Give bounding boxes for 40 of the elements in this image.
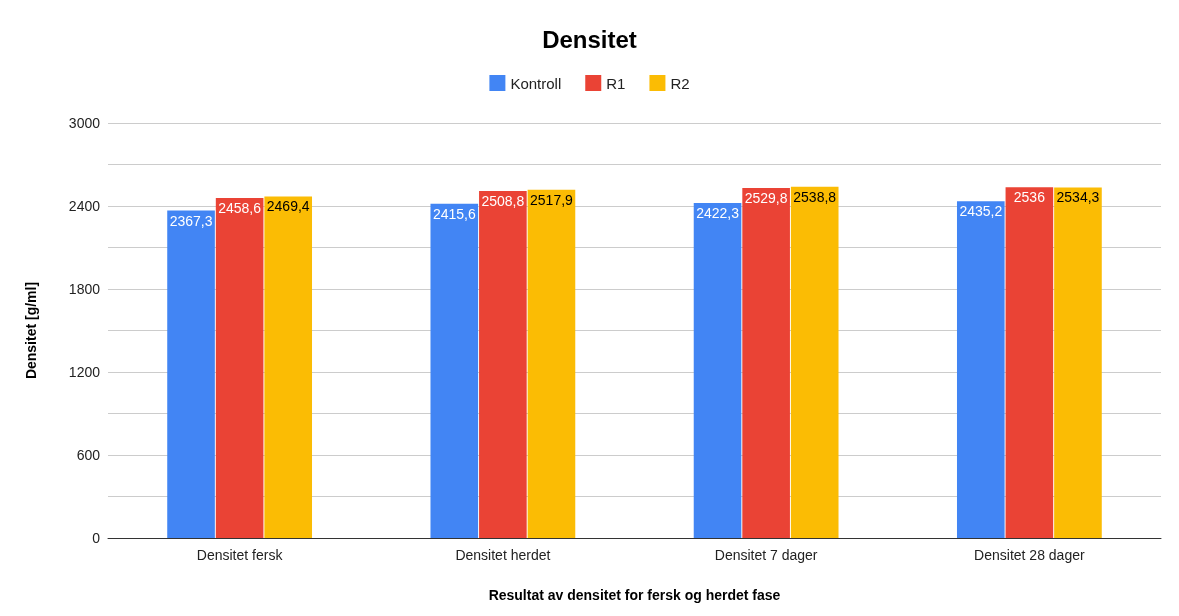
bar [430, 203, 479, 538]
y-tick-label: 2400 [68, 198, 101, 214]
x-tick-label: Densitet herdet [455, 547, 551, 563]
data-label: 2536 [1013, 189, 1046, 206]
y-tick-label: 0 [92, 530, 101, 546]
y-tick-label: 3000 [68, 115, 101, 131]
legend-label: R1 [606, 74, 626, 92]
data-label: 2367,3 [169, 212, 213, 229]
data-label: 2458,6 [218, 199, 262, 216]
y-axis-title: Densitet [g/ml] [23, 281, 39, 380]
chart-title: Densitet [542, 25, 637, 53]
bar [479, 190, 527, 538]
y-tick-label: 1800 [68, 281, 101, 297]
data-label: 2435,2 [959, 203, 1003, 220]
bar [264, 196, 313, 538]
bar [215, 197, 264, 538]
y-tick-label: 1200 [68, 364, 101, 380]
x-axis-title: Resultat av densitet for fersk og herdet fase [488, 587, 781, 603]
bar [1054, 187, 1102, 538]
data-label: 2538,8 [793, 188, 837, 205]
data-label: 2469,4 [266, 198, 310, 215]
data-label: 2534,3 [1056, 189, 1100, 206]
data-label: 2422,3 [696, 204, 740, 221]
bar [167, 210, 215, 538]
bar [956, 201, 1005, 538]
data-label: 2508,8 [481, 192, 525, 209]
bar [527, 189, 576, 538]
legend-label: Kontroll [510, 74, 562, 92]
x-tick-label: Densitet fersk [196, 547, 284, 563]
bar [790, 186, 839, 538]
legend-label: R2 [670, 74, 690, 92]
bar [1005, 187, 1054, 538]
data-label: 2529,8 [744, 190, 788, 207]
bar [693, 202, 742, 538]
data-label: 2517,9 [530, 191, 574, 208]
y-tick-label: 600 [76, 447, 101, 463]
x-tick-label: Densitet 7 dager [714, 547, 818, 563]
bar [742, 188, 790, 538]
x-tick-label: Densitet 28 dager [974, 547, 1085, 563]
data-label: 2415,6 [432, 205, 476, 222]
